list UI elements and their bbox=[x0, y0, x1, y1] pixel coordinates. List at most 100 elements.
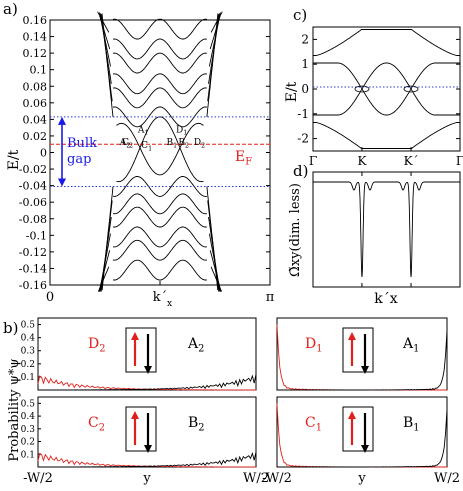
a-bulk-gap-arrow-head-top bbox=[58, 116, 66, 125]
panel-c-bulk-bands: 2 1 0 -1 -2 Γ K K´ Γ E/t bbox=[284, 26, 463, 168]
a-upper-wall-left-4 bbox=[99, 15, 111, 50]
b-subplot-0: 0.1 0.2 0.3 0.4 0.5 D2 A2 bbox=[21, 317, 257, 391]
b-subplot-1: D1 A1 bbox=[276, 317, 448, 391]
b-ytick-label-2-2: 0.2 bbox=[21, 438, 35, 448]
a-xtick-label-1: k´ bbox=[153, 290, 167, 305]
b-black-state-label-1: A1 bbox=[402, 336, 419, 355]
b-spin-box-1 bbox=[342, 327, 374, 373]
c-ytick-label-0: 2 bbox=[301, 32, 309, 46]
a-upper-band-0 bbox=[112, 106, 207, 128]
a-upper-wall-right-5 bbox=[210, 11, 223, 33]
b-black-state-label-3: B1 bbox=[403, 415, 420, 434]
c-middle-band-a bbox=[313, 62, 460, 116]
c-ytick-label-1: 1 bbox=[301, 57, 309, 71]
a-lower-wall-left-5 bbox=[97, 266, 110, 292]
a-ytick-label-10: -0.04 bbox=[19, 180, 47, 193]
a-ytick-label-3: 0.1 bbox=[30, 64, 48, 77]
a-ytick-label-13: -0.1 bbox=[26, 229, 47, 242]
b-ytick-label-0-2: 0.2 bbox=[21, 360, 35, 370]
panel-a-y-ticks: 0.16 0.14 0.12 0.1 0.08 0.06 0.04 0.02 0 -0.02 -0.… bbox=[19, 14, 270, 292]
c-xtick-label-3: Γ bbox=[456, 154, 463, 168]
a-crossing-label-2: A1 bbox=[137, 125, 149, 136]
panel-letter-a: a) bbox=[3, 0, 18, 18]
a-lower-wall-right-5 bbox=[210, 266, 223, 292]
panel-letter-d: d) bbox=[293, 162, 308, 180]
panel-letter-b: b) bbox=[3, 319, 18, 337]
a-bulk-gap-label-line1: Bulk bbox=[67, 136, 97, 151]
a-ytick-label-15: -0.14 bbox=[19, 262, 47, 275]
panel-b-left-xtick-minus-w: -W/2 bbox=[23, 471, 53, 486]
c-top-band bbox=[313, 29, 460, 56]
b-ytick-label-0-4: 0.4 bbox=[21, 334, 36, 344]
b-black-state-label-2: B2 bbox=[188, 415, 205, 434]
a-crossing-label-0: A2 bbox=[119, 138, 131, 149]
a-upper-band-4 bbox=[112, 38, 207, 60]
panel-b-subplots: 0.1 0.2 0.3 0.4 0.5 D2 A2 D1 A1 0.1 0.2 0.3 0.4 0.5 C2… bbox=[21, 317, 448, 468]
panel-c-y-axis-label: E/t bbox=[284, 81, 300, 102]
panel-b-right-xtick-minus-w: -W/2 bbox=[262, 471, 292, 486]
c-xtick-label-1: K bbox=[357, 154, 367, 168]
c-xtick-label-2: K´ bbox=[404, 154, 419, 168]
b-ytick-label-2-5: 0.5 bbox=[21, 399, 36, 409]
b-ytick-label-0-5: 0.5 bbox=[21, 321, 36, 331]
panel-d-curve bbox=[313, 181, 460, 278]
panel-b-left-xtick-plus-w: W/2 bbox=[243, 471, 269, 486]
a-ytick-label-4: 0.08 bbox=[23, 80, 48, 93]
a-upper-band-2 bbox=[112, 73, 207, 95]
b-black-curve-2 bbox=[37, 451, 257, 468]
a-ytick-label-6: 0.04 bbox=[23, 113, 48, 126]
c-bottom-band bbox=[313, 122, 460, 149]
b-black-curve-1 bbox=[277, 330, 448, 391]
b-ytick-label-2-4: 0.4 bbox=[21, 412, 36, 422]
a-ytick-label-8: 0 bbox=[40, 147, 47, 160]
a-lower-wall-left-4 bbox=[98, 250, 111, 292]
a-ytick-label-9: -0.02 bbox=[19, 163, 47, 176]
panel-b-right-x-axis-label: y bbox=[357, 471, 366, 486]
a-upper-wall-left-5 bbox=[97, 11, 110, 33]
panel-b-left-x-axis-label: y bbox=[142, 471, 151, 486]
a-xtick-label-sub-1: x bbox=[167, 299, 172, 309]
b-spin-box-3 bbox=[342, 406, 374, 452]
a-ytick-label-2: 0.12 bbox=[23, 47, 48, 60]
panel-c-frame bbox=[312, 26, 461, 152]
panel-d-berry-curvature: Ω̃xy(dim. less) k´x bbox=[288, 171, 461, 307]
b-red-state-label-3: C1 bbox=[305, 415, 322, 434]
d-dip-0 bbox=[348, 181, 376, 278]
a-ytick-label-0: 0.16 bbox=[23, 14, 48, 27]
a-xtick-label-0: 0 bbox=[46, 290, 54, 305]
a-lower-wall-right-4 bbox=[209, 250, 222, 292]
a-lower-band-1 bbox=[112, 193, 207, 215]
b-black-arrow-head-3 bbox=[361, 445, 369, 453]
b-black-arrow-head-1 bbox=[361, 366, 369, 374]
c-gap-loop-k bbox=[354, 85, 370, 93]
b-spin-box-0 bbox=[125, 327, 157, 373]
a-crossing-label-4: B1 bbox=[167, 138, 178, 149]
a-crossing-label-6: B2 bbox=[178, 138, 189, 149]
b-black-state-label-0: A2 bbox=[187, 336, 204, 355]
panel-d-x-ticks bbox=[312, 172, 461, 287]
panel-b-right-xtick-plus-w: W/2 bbox=[434, 471, 460, 486]
b-ytick-label-2-3: 0.3 bbox=[21, 425, 36, 435]
b-red-arrow-head-1 bbox=[348, 332, 356, 340]
b-subplot-3: C1 B1 bbox=[276, 396, 448, 468]
b-red-state-label-0: D2 bbox=[88, 336, 105, 355]
a-ytick-label-16: -0.16 bbox=[19, 279, 47, 292]
b-red-arrow-head-0 bbox=[131, 332, 139, 340]
b-ytick-label-2-1: 0.1 bbox=[21, 450, 35, 460]
panel-a-y-axis-label: E/t bbox=[6, 149, 22, 170]
panel-d-y-axis-label: Ω̃xy(dim. less) bbox=[288, 183, 303, 277]
c-gap-loop-kprime bbox=[403, 85, 419, 93]
panel-b-y-axis-label: Probability ψ*ψ bbox=[7, 358, 22, 461]
b-spin-box-2 bbox=[125, 406, 157, 452]
a-upper-band-5 bbox=[112, 18, 207, 40]
a-lower-band-5 bbox=[112, 259, 207, 281]
a-crossing-label-5: D1 bbox=[176, 125, 187, 136]
a-ytick-label-5: 0.06 bbox=[23, 97, 48, 110]
b-red-state-label-2: C2 bbox=[88, 415, 105, 434]
c-ytick-label-4: -2 bbox=[297, 132, 309, 146]
panel-c-y-ticks: 2 1 0 -1 -2 bbox=[297, 32, 460, 146]
panel-d-frame bbox=[312, 171, 461, 288]
